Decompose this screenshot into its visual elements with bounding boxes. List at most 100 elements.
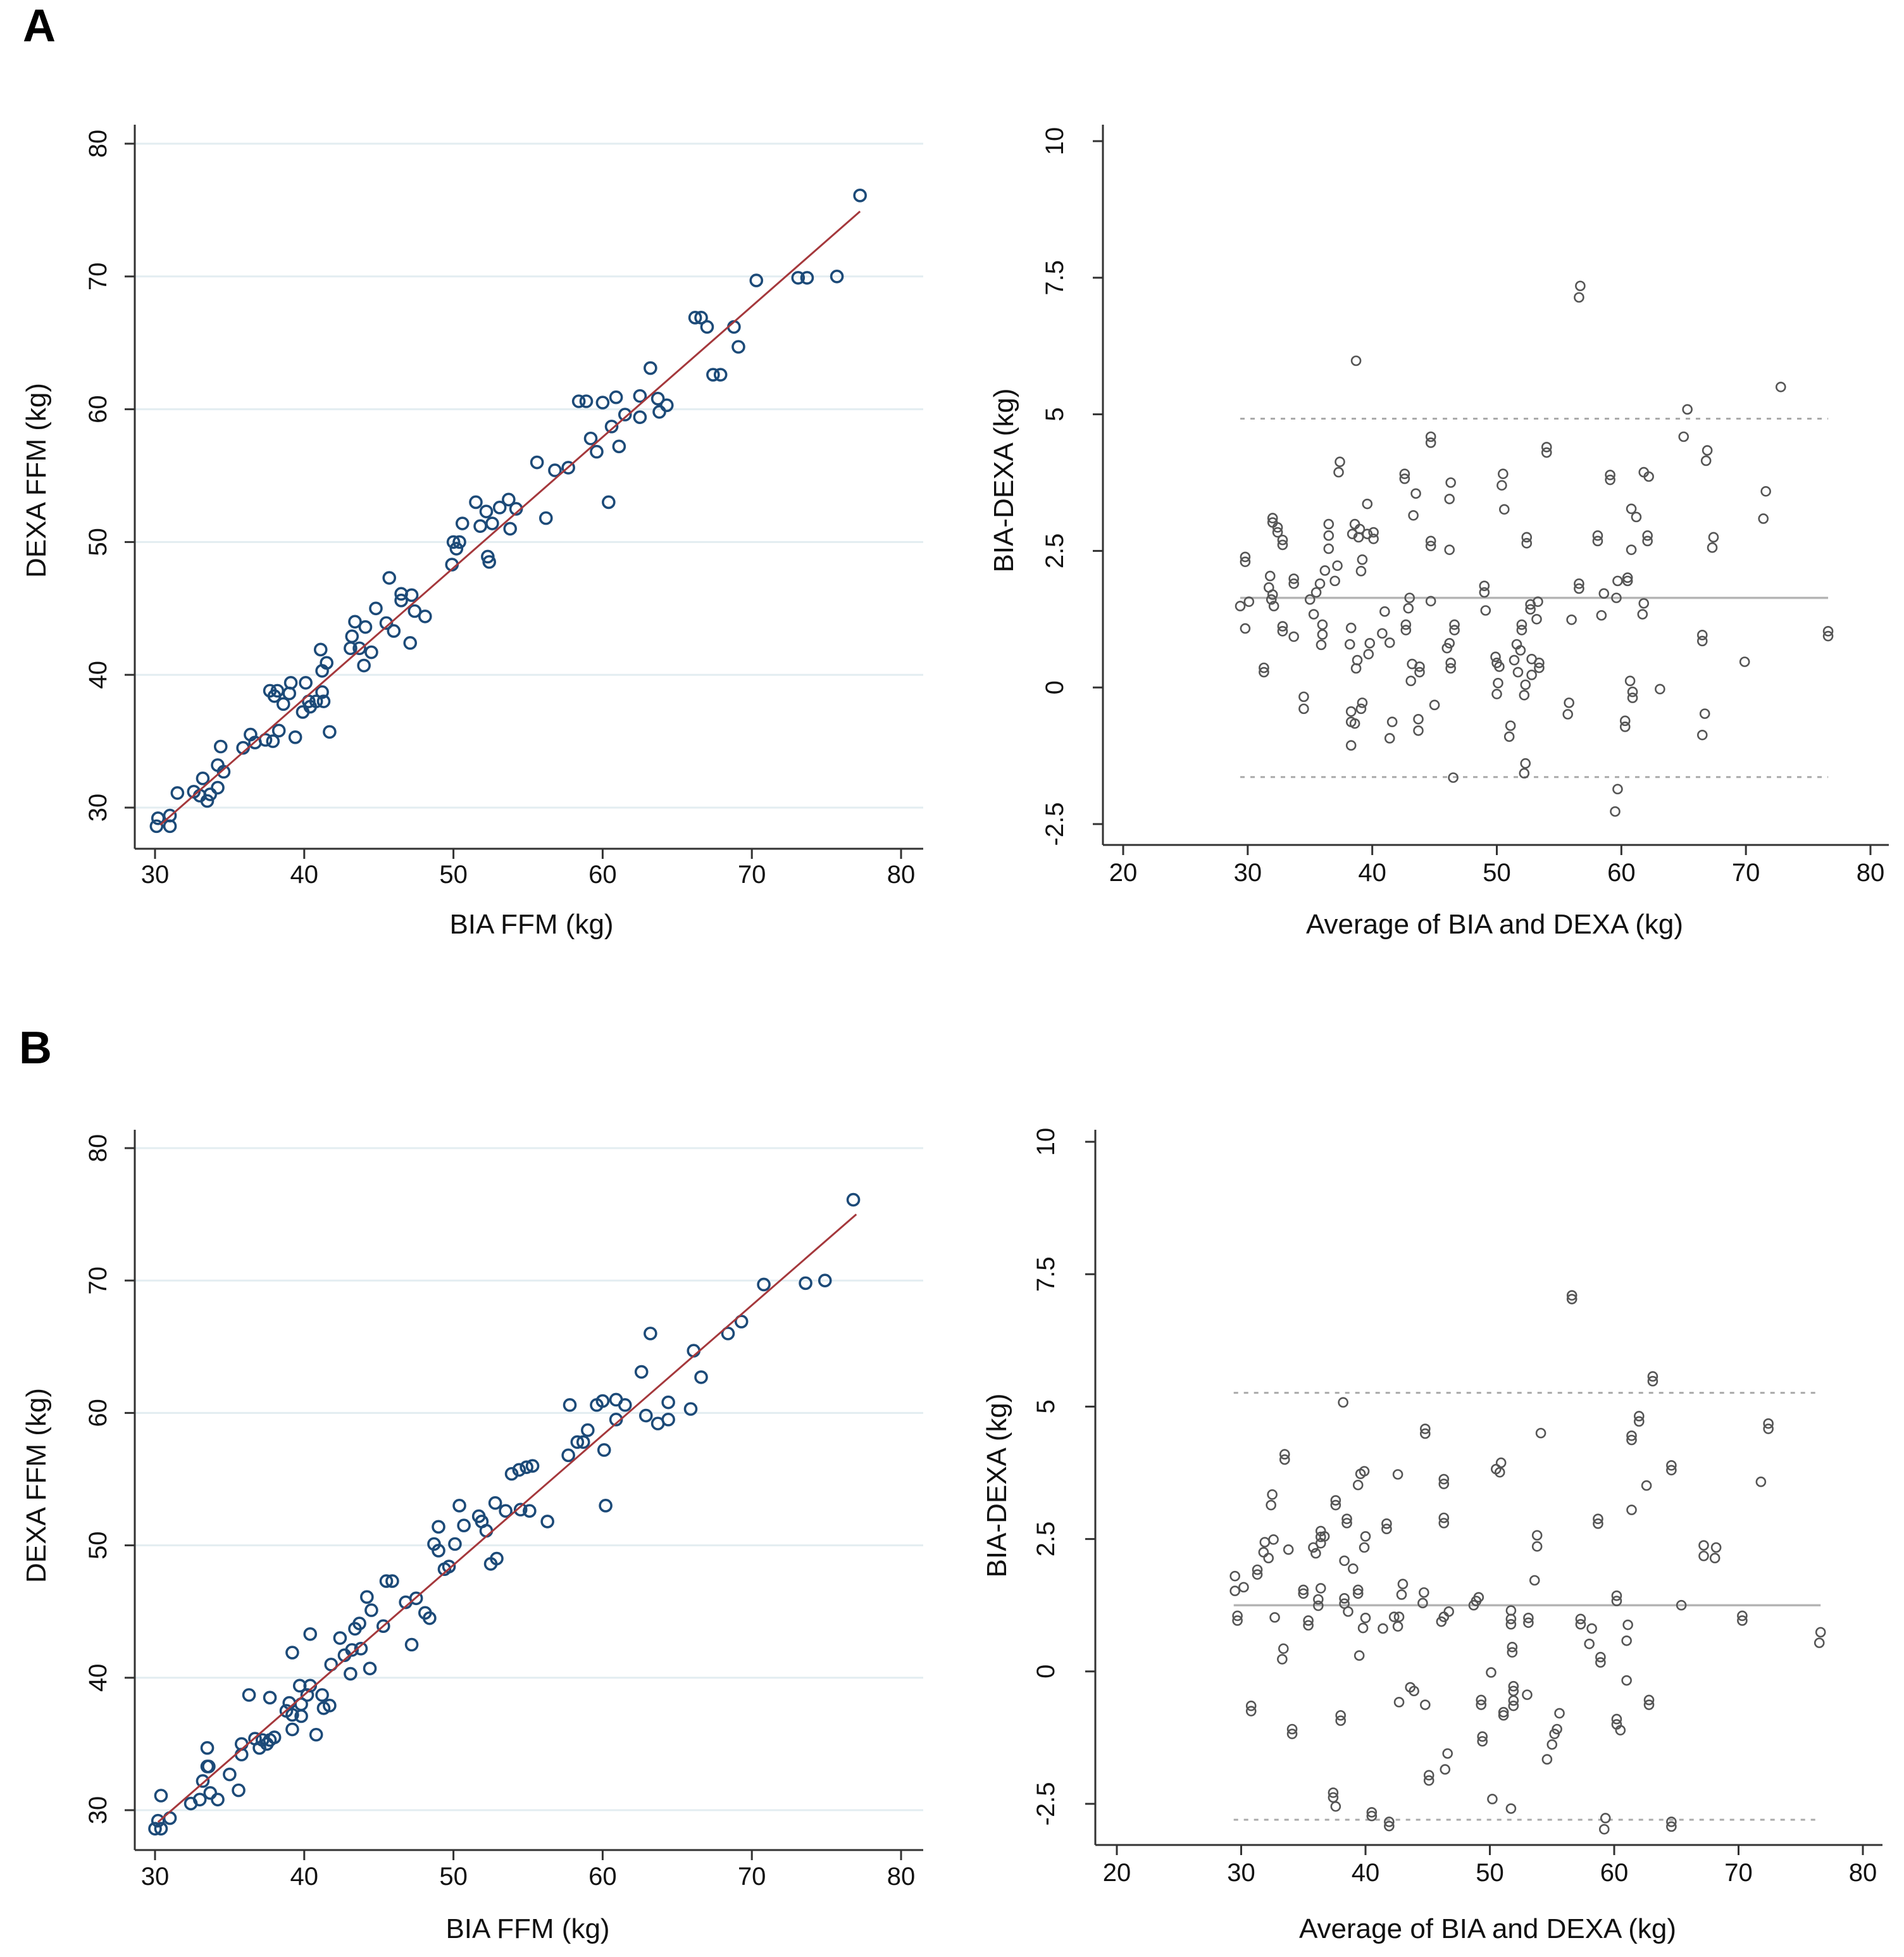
data-point (1352, 1584, 1364, 1596)
data-point (1420, 1428, 1431, 1439)
data-point (523, 1504, 537, 1518)
data-point (1420, 1423, 1431, 1434)
data-point (791, 271, 806, 285)
data-point (1368, 527, 1379, 538)
data-point (1605, 474, 1615, 485)
data-point (1622, 575, 1633, 587)
data-point (1410, 488, 1421, 499)
data-point (504, 1466, 519, 1481)
data-point (1592, 530, 1603, 541)
data-point (1592, 535, 1603, 547)
data-point (1232, 1610, 1243, 1622)
data-point (1425, 431, 1436, 442)
data-point (563, 1398, 577, 1412)
data-point (1323, 518, 1335, 530)
data-point (1598, 1823, 1610, 1835)
data-point (1698, 1551, 1709, 1561)
data-point (1379, 606, 1390, 617)
data-point (713, 368, 728, 382)
data-point (1229, 1570, 1240, 1582)
data-point (1541, 447, 1552, 458)
data-point (382, 571, 397, 585)
data-point (1595, 1651, 1606, 1663)
data-point (503, 522, 518, 536)
data-point (609, 390, 623, 404)
data-point (1279, 1454, 1290, 1465)
data-point (404, 1637, 419, 1652)
data-point (576, 1435, 590, 1449)
data-point (650, 392, 665, 406)
data-point (602, 495, 616, 510)
data-point (1523, 1612, 1534, 1623)
data-point (1505, 1605, 1517, 1616)
data-point (1666, 1816, 1677, 1827)
data-point (1626, 1434, 1637, 1446)
data-point (363, 1661, 377, 1675)
data-point (423, 1611, 437, 1625)
data-point (652, 404, 666, 419)
data-point (1425, 596, 1436, 607)
data-point (818, 1273, 832, 1287)
data-point (1493, 677, 1503, 689)
data-point (1600, 1813, 1611, 1823)
data-point (1612, 784, 1623, 795)
data-point (659, 398, 674, 413)
x-tick-label: 40 (290, 1863, 319, 1891)
data-point (830, 269, 844, 284)
data-point (315, 685, 329, 699)
data-point (1647, 1375, 1658, 1387)
data-point (1350, 355, 1362, 366)
data-point (1516, 625, 1528, 635)
data-point (364, 1603, 378, 1617)
data-point (1445, 658, 1456, 668)
data-point (1279, 1449, 1290, 1460)
data-point (1525, 604, 1536, 615)
data-point (1494, 1466, 1505, 1478)
data-point (1637, 609, 1648, 620)
data-point (1700, 455, 1712, 466)
data-point (299, 675, 313, 690)
data-point (452, 535, 466, 549)
data-point (1480, 605, 1491, 616)
y-tick-label: 80 (84, 1134, 112, 1163)
data-point (1477, 1735, 1488, 1747)
data-point (266, 734, 280, 748)
data-point (1529, 1575, 1540, 1586)
data-point (149, 819, 164, 834)
data-point (1405, 675, 1416, 687)
data-point (369, 601, 383, 616)
y-tick-label: 50 (84, 528, 112, 556)
y-tick-label: 40 (84, 661, 112, 689)
data-point (1238, 1582, 1249, 1593)
data-point (688, 311, 702, 325)
data-point (1438, 1518, 1450, 1529)
data-point (1335, 1710, 1346, 1721)
data-point (1423, 1770, 1434, 1781)
data-point (846, 1192, 861, 1207)
data-point (1624, 675, 1636, 687)
data-point (853, 189, 867, 203)
data-point (216, 765, 231, 779)
data-point (1269, 1612, 1280, 1623)
data-point (1277, 1654, 1288, 1665)
data-point (203, 787, 218, 801)
data-point (1655, 684, 1665, 695)
data-point (799, 1276, 812, 1291)
data-point (1308, 609, 1319, 620)
data-point (1526, 670, 1537, 680)
data-point (1344, 639, 1355, 650)
data-point (1339, 1593, 1350, 1604)
data-point (1631, 511, 1642, 523)
data-point (1310, 1547, 1321, 1559)
data-point (1503, 731, 1515, 742)
data-point (1266, 1499, 1276, 1511)
y-tick-label: 7.5 (1032, 1256, 1060, 1292)
data-point (354, 1641, 368, 1656)
data-point (432, 1544, 445, 1558)
data-point (1335, 1715, 1346, 1726)
data-point (303, 1627, 318, 1641)
data-point (1313, 1594, 1324, 1605)
data-point (1643, 1699, 1655, 1710)
data-point (1438, 1473, 1450, 1485)
data-point (561, 1448, 575, 1463)
